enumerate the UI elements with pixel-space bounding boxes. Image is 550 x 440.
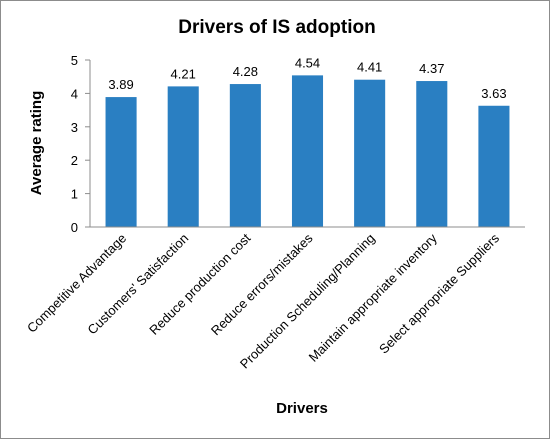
bar-value-label: 3.89 — [108, 77, 133, 92]
category-label: Competitive Advantage — [24, 231, 129, 336]
bar-value-label: 4.28 — [233, 64, 258, 79]
bar — [291, 75, 324, 227]
category-label: Customers' Satisfaction — [84, 231, 191, 338]
y-axis-label: Average rating — [28, 91, 45, 195]
bar — [229, 84, 261, 227]
bar-value-label: 3.63 — [481, 86, 506, 101]
category-label: Production Scheduling/Planning — [237, 231, 378, 372]
bar-value-label: 4.41 — [357, 60, 382, 75]
axes — [89, 60, 525, 228]
bar — [478, 105, 510, 227]
chart-title: Drivers of IS adoption — [178, 17, 375, 38]
y-tick-label: 5 — [71, 53, 78, 68]
bar-value-label: 4.21 — [171, 66, 196, 81]
bar — [416, 81, 448, 228]
y-axis-ticks: 0 1 2 3 4 5 — [71, 53, 90, 235]
category-label: Reduce errors/mistakes — [208, 230, 316, 338]
y-tick-label: 0 — [71, 220, 78, 235]
y-tick-label: 2 — [71, 153, 78, 168]
bar — [105, 97, 137, 227]
category-label: Select appropriate Suppliers — [376, 230, 502, 356]
y-tick-label: 1 — [71, 187, 78, 202]
category-label: Maintain appropriate inventory — [306, 230, 441, 365]
category-label: Reduce production cost — [146, 230, 253, 337]
bar — [354, 79, 386, 228]
bar-value-label: 4.37 — [419, 61, 444, 76]
y-tick-label: 4 — [71, 86, 78, 101]
bar — [167, 86, 199, 227]
x-axis-label: Drivers — [276, 400, 328, 417]
y-tick-label: 3 — [71, 120, 78, 135]
bars — [105, 75, 510, 228]
value-labels: 3.89 4.21 4.28 4.54 4.41 4.37 3.63 — [108, 55, 506, 100]
bar-value-label: 4.54 — [295, 55, 320, 70]
